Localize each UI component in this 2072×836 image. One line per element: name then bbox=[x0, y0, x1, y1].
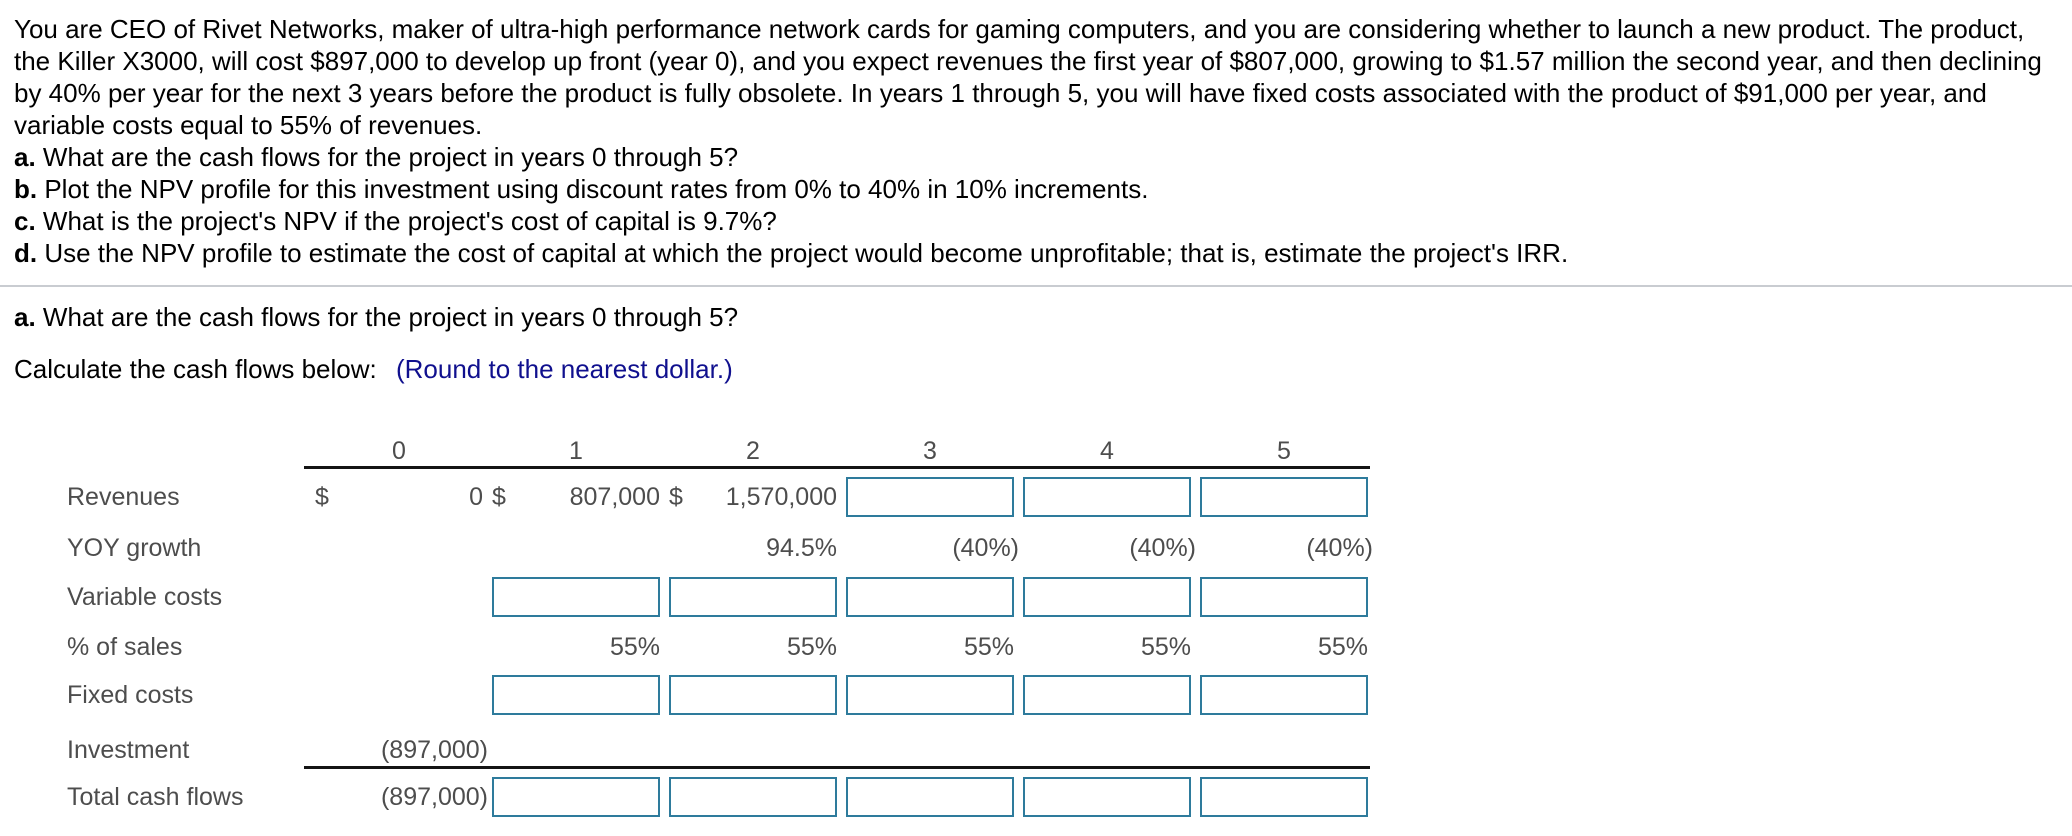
fixed-costs-year4-input[interactable] bbox=[1023, 675, 1191, 715]
table-header-rule bbox=[304, 466, 1370, 469]
yoy-year2-value: 94.5% bbox=[766, 534, 837, 562]
total-year3-input[interactable] bbox=[846, 777, 1014, 817]
rounding-note: (Round to the nearest dollar.) bbox=[395, 354, 733, 384]
row-label-investment: Investment bbox=[67, 736, 190, 764]
total-year5-input[interactable] bbox=[1200, 777, 1368, 817]
variable-costs-year1-input[interactable] bbox=[492, 577, 660, 617]
revenues-year4-input[interactable] bbox=[1023, 477, 1191, 517]
variable-costs-year3-input[interactable] bbox=[846, 577, 1014, 617]
investment-year0-value: (897,000) bbox=[380, 736, 488, 764]
question-c-text: What is the project's NPV if the project… bbox=[42, 206, 777, 236]
question-a: a. What are the cash flows for the proje… bbox=[14, 141, 2042, 173]
revenues-year2-cell: $ 1,570,000 bbox=[669, 482, 837, 512]
year-header-3: 3 bbox=[923, 437, 937, 465]
row-label-variable-costs: Variable costs bbox=[67, 583, 223, 611]
section-a-question: a. What are the cash flows for the proje… bbox=[14, 302, 738, 332]
dollar-sign: $ bbox=[669, 483, 683, 511]
revenues-year5-input[interactable] bbox=[1200, 477, 1368, 517]
yoy-year4-value: (40%) bbox=[1129, 534, 1196, 562]
dollar-sign: $ bbox=[315, 483, 329, 511]
question-b: b. Plot the NPV profile for this investm… bbox=[14, 173, 2042, 205]
year-header-1: 1 bbox=[569, 437, 583, 465]
pct-sales-year1-value: 55% bbox=[609, 633, 660, 661]
pct-sales-year2-value: 55% bbox=[786, 633, 837, 661]
variable-costs-year4-input[interactable] bbox=[1023, 577, 1191, 617]
question-d: d. Use the NPV profile to estimate the c… bbox=[14, 237, 2042, 269]
yoy-year3-value: (40%) bbox=[952, 534, 1019, 562]
question-a-label: a. bbox=[14, 142, 36, 172]
year-header-5: 5 bbox=[1277, 437, 1291, 465]
variable-costs-year2-input[interactable] bbox=[669, 577, 837, 617]
row-label-yoy-growth: YOY growth bbox=[67, 534, 202, 562]
revenues-year1-cell: $ 807,000 bbox=[492, 482, 660, 512]
question-b-text: Plot the NPV profile for this investment… bbox=[44, 174, 1149, 204]
problem-statement-line: variable costs equal to 55% of revenues. bbox=[14, 110, 483, 140]
revenues-year2-value: 1,570,000 bbox=[725, 483, 837, 511]
total-year2-input[interactable] bbox=[669, 777, 837, 817]
calc-instruction: Calculate the cash flows below: (Round t… bbox=[14, 354, 733, 384]
fixed-costs-year5-input[interactable] bbox=[1200, 675, 1368, 715]
problem-statement-line: You are CEO of Rivet Networks, maker of … bbox=[14, 14, 2025, 44]
revenues-year0-cell: $ 0 bbox=[315, 482, 483, 512]
problem-statement-line: by 40% per year for the next 3 years bef… bbox=[14, 78, 1987, 108]
calc-instruction-text: Calculate the cash flows below: bbox=[14, 354, 377, 384]
pct-sales-year3-value: 55% bbox=[963, 633, 1014, 661]
year-header-0: 0 bbox=[392, 437, 406, 465]
year-header-2: 2 bbox=[746, 437, 760, 465]
problem-statement: You are CEO of Rivet Networks, maker of … bbox=[14, 13, 2042, 269]
question-a-text: What are the cash flows for the project … bbox=[42, 142, 739, 172]
variable-costs-year5-input[interactable] bbox=[1200, 577, 1368, 617]
total-row-rule bbox=[304, 766, 1370, 769]
total-year1-input[interactable] bbox=[492, 777, 660, 817]
fixed-costs-year1-input[interactable] bbox=[492, 675, 660, 715]
section-a-question-text: What are the cash flows for the project … bbox=[42, 302, 739, 332]
question-d-label: d. bbox=[14, 238, 38, 268]
row-label-revenues: Revenues bbox=[67, 483, 180, 511]
revenues-year1-value: 807,000 bbox=[569, 483, 660, 511]
year-header-4: 4 bbox=[1100, 437, 1114, 465]
question-c-label: c. bbox=[14, 206, 36, 236]
question-b-label: b. bbox=[14, 174, 38, 204]
row-label-pct-of-sales: % of sales bbox=[67, 633, 183, 661]
pct-sales-year4-value: 55% bbox=[1140, 633, 1191, 661]
fixed-costs-year2-input[interactable] bbox=[669, 675, 837, 715]
row-label-fixed-costs: Fixed costs bbox=[67, 681, 194, 709]
row-label-total-cash-flows: Total cash flows bbox=[67, 783, 244, 811]
question-c: c. What is the project's NPV if the proj… bbox=[14, 205, 2042, 237]
pct-sales-year5-value: 55% bbox=[1317, 633, 1368, 661]
problem-statement-line: the Killer X3000, will cost $897,000 to … bbox=[14, 46, 2042, 76]
section-a-label: a. bbox=[14, 302, 36, 332]
yoy-year5-value: (40%) bbox=[1306, 534, 1373, 562]
section-divider bbox=[0, 285, 2072, 287]
total-year0-value: (897,000) bbox=[380, 783, 488, 811]
revenues-year0-value: 0 bbox=[469, 483, 483, 511]
question-d-text: Use the NPV profile to estimate the cost… bbox=[44, 238, 1569, 268]
total-year4-input[interactable] bbox=[1023, 777, 1191, 817]
dollar-sign: $ bbox=[492, 483, 506, 511]
revenues-year3-input[interactable] bbox=[846, 477, 1014, 517]
fixed-costs-year3-input[interactable] bbox=[846, 675, 1014, 715]
